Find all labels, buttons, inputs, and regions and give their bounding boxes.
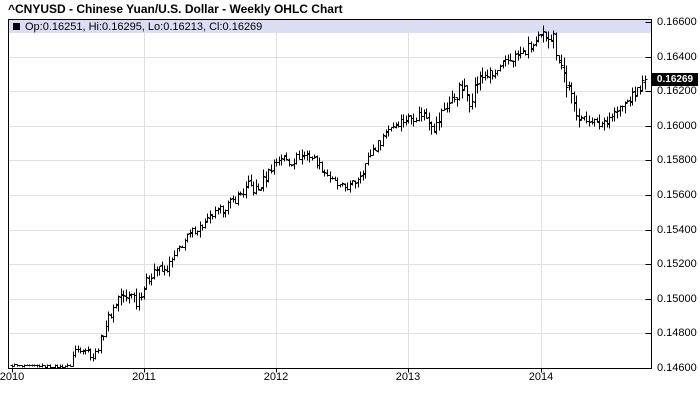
gridlines [9,20,651,368]
last-price-tag: 0.16269 [652,73,698,86]
legend-strip [9,20,651,33]
x-axis-label: 2012 [263,371,289,383]
y-axis-label: 0.14800 [657,327,697,339]
y-axis-label: 0.15400 [657,224,697,236]
y-axis-label: 0.15600 [657,189,697,201]
y-axis-label: 0.16600 [657,16,697,28]
y-axis-label: 0.15200 [657,258,697,270]
y-axis-label: 0.15000 [657,293,697,305]
plot-border [8,19,652,369]
ohlc-bars [10,25,648,369]
legend-ohlc-values: Op:0.16251, Hi:0.16295, Lo:0.16213, Cl:0… [25,20,263,33]
y-axis-label: 0.15800 [657,154,697,166]
y-axis-label: 0.14600 [657,362,697,374]
x-axis-label: 2011 [132,371,156,383]
axis-ticks [12,22,652,373]
y-axis-label: 0.16400 [657,51,697,63]
legend-marker-icon [13,23,20,30]
chart-title: ^CNYUSD - Chinese Yuan/U.S. Dollar - Wee… [8,2,343,16]
x-axis-label: 2014 [528,371,554,383]
y-axis-label: 0.16200 [657,85,697,97]
x-axis-label: 2010 [0,371,25,383]
x-axis-label: 2013 [395,371,421,383]
y-axis-label: 0.16000 [657,120,697,132]
legend-bar: Op:0.16251, Hi:0.16295, Lo:0.16213, Cl:0… [13,20,262,33]
